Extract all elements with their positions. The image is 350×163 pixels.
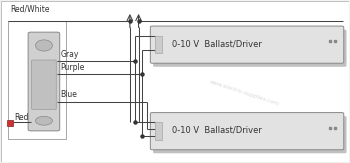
Text: Gray: Gray — [61, 50, 79, 59]
Ellipse shape — [35, 116, 52, 125]
Bar — [7, 120, 13, 126]
FancyBboxPatch shape — [32, 60, 56, 109]
FancyBboxPatch shape — [28, 32, 60, 131]
Text: Red: Red — [14, 113, 28, 122]
Text: Blue: Blue — [61, 90, 77, 99]
Bar — [154, 122, 162, 140]
Text: 0-10 V  Ballast/Driver: 0-10 V Ballast/Driver — [172, 39, 261, 48]
FancyBboxPatch shape — [150, 113, 344, 150]
Text: Purple: Purple — [61, 63, 85, 72]
Text: 0-10 V  Ballast/Driver: 0-10 V Ballast/Driver — [172, 126, 261, 135]
Text: www.electric-supplies.com: www.electric-supplies.com — [209, 79, 280, 106]
FancyBboxPatch shape — [153, 116, 346, 153]
Bar — [154, 36, 162, 53]
Ellipse shape — [35, 40, 52, 51]
FancyBboxPatch shape — [153, 30, 346, 67]
Bar — [8, 21, 66, 139]
FancyBboxPatch shape — [150, 26, 344, 63]
Text: Red/White: Red/White — [10, 4, 50, 13]
